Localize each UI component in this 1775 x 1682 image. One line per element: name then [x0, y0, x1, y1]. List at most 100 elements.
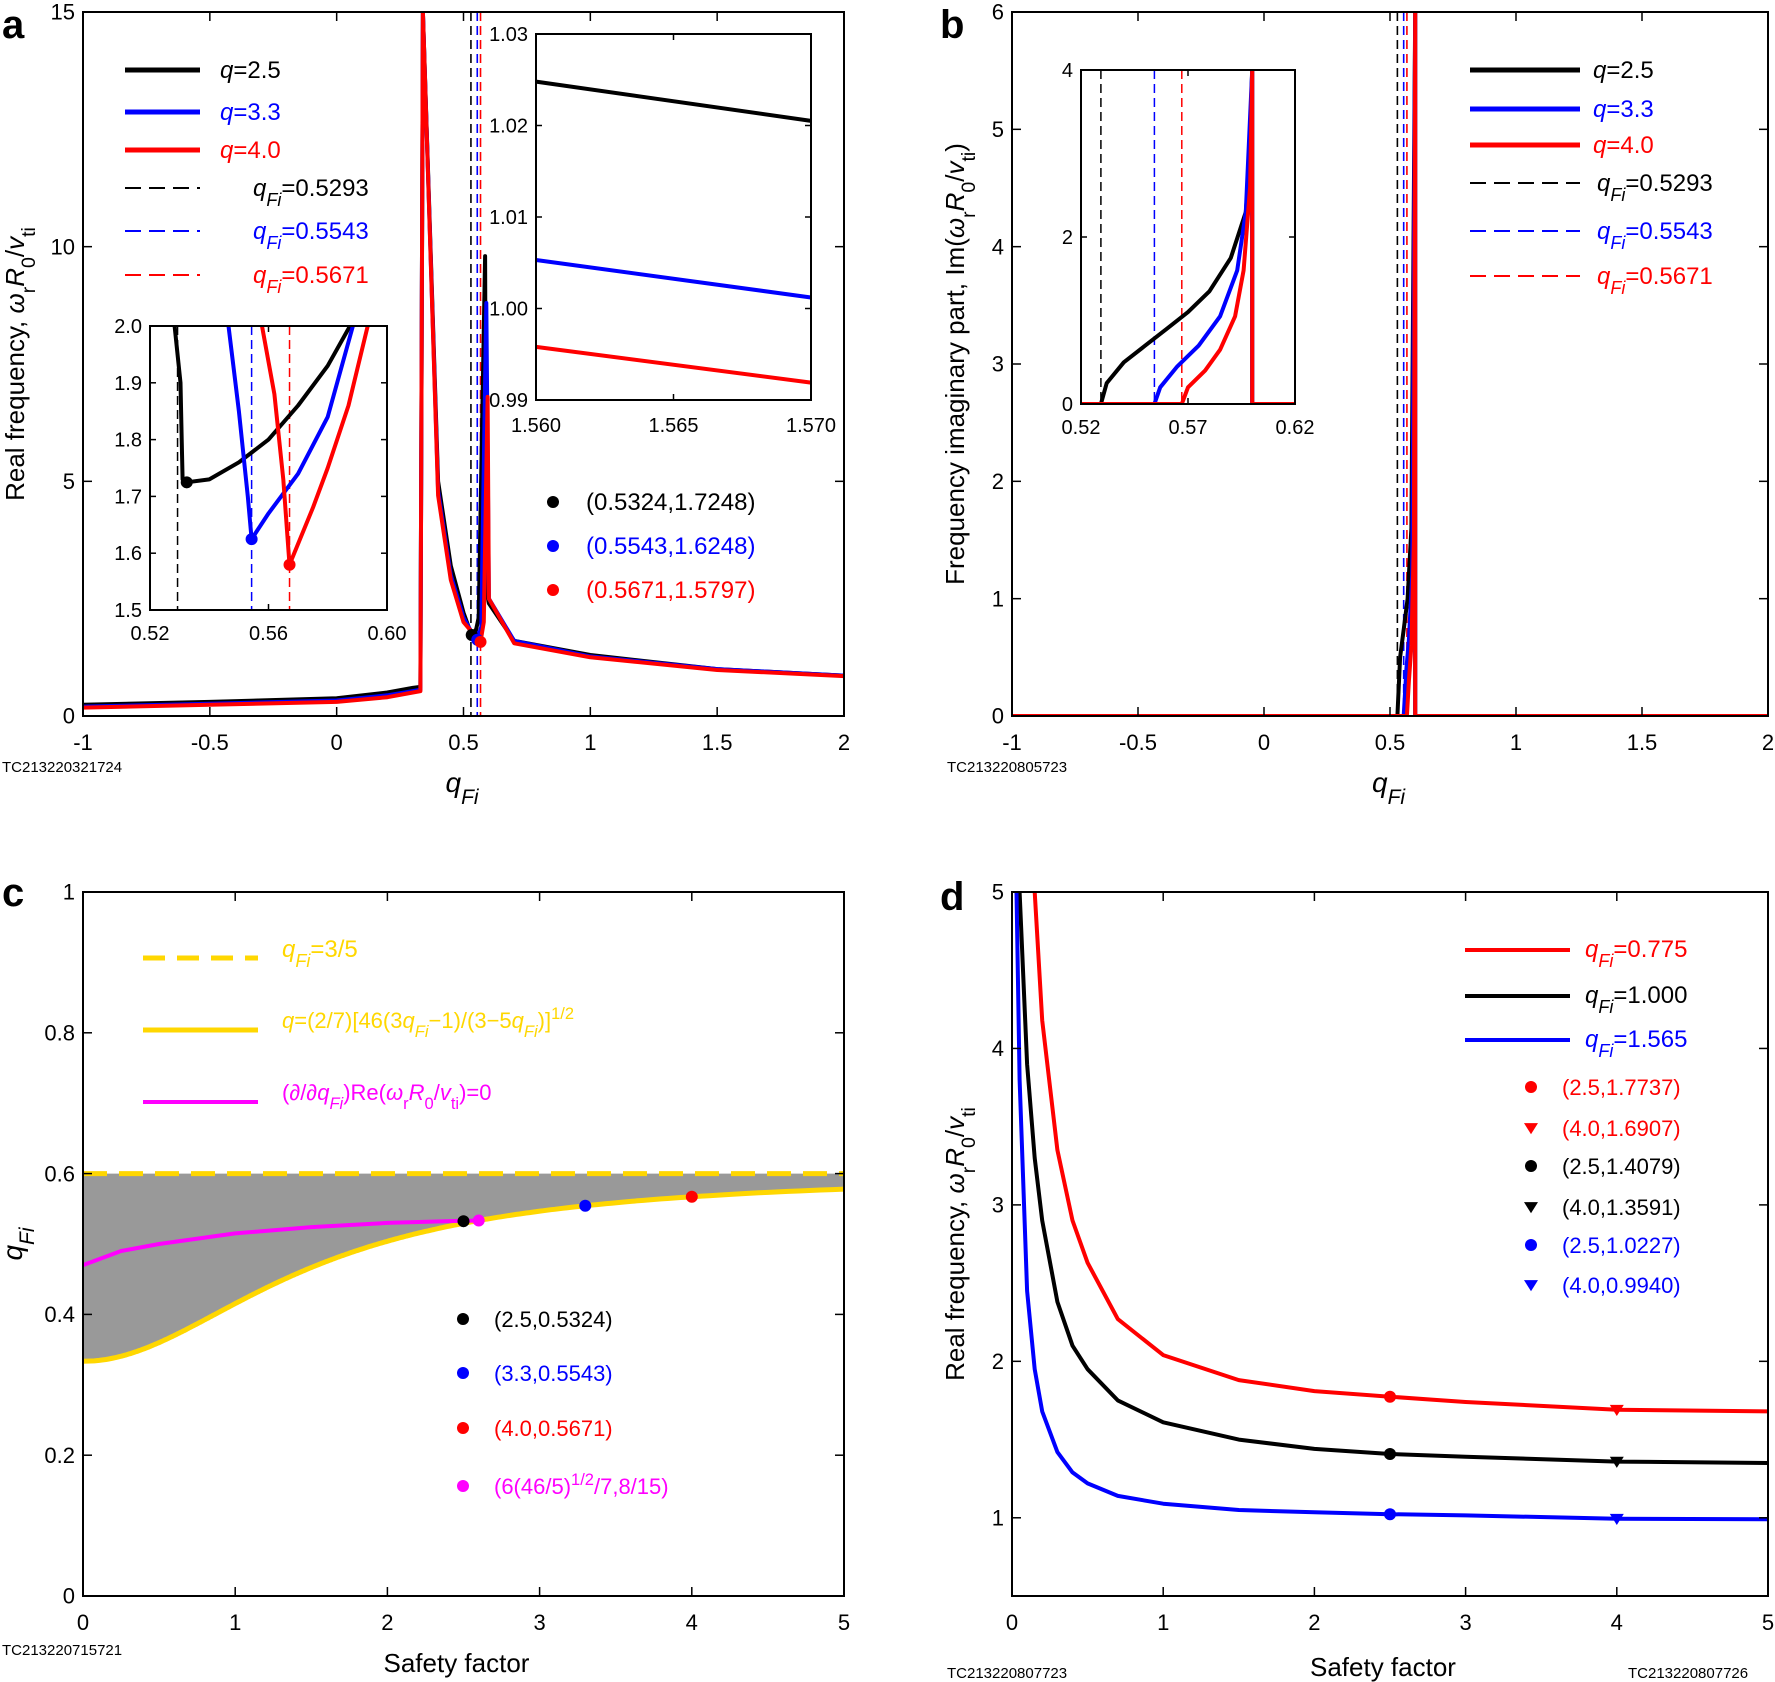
x-tick-label: 4 [686, 1610, 698, 1635]
text-span: / [940, 174, 970, 182]
point-(2.5,1.0227) [1384, 1508, 1396, 1521]
text-span: q [282, 936, 296, 963]
text-span: q [220, 99, 234, 126]
x-tick-label: -0.5 [191, 730, 229, 755]
point-(0.5671,1.5797) [474, 635, 487, 648]
footnote-a: TC213220321724 [2, 759, 122, 776]
text-span: q [220, 57, 234, 84]
text-span: v [940, 1115, 970, 1130]
text-span: 0 [958, 182, 980, 193]
text-span: /7,8/15) [594, 1474, 669, 1499]
legend-text: qFi=0.5671 [253, 262, 369, 297]
x-tick-label: 3 [533, 1610, 545, 1635]
footnote-d: TC213220807723 [947, 1665, 1067, 1682]
x-tick-label: 2 [1308, 1610, 1320, 1635]
y-tick-label: 2 [992, 469, 1004, 494]
legend-text: qFi=0.5543 [1597, 218, 1713, 253]
x-tick-label: 3 [1459, 1610, 1471, 1635]
text-span: q [1593, 132, 1607, 159]
x-tick-label: 2 [838, 730, 850, 755]
x-tick-label: 1 [1510, 730, 1522, 755]
text-span: q [1593, 57, 1607, 84]
x-tick-label: 4 [1611, 1610, 1623, 1635]
text-span: q [282, 1008, 295, 1033]
text-span: Fi [1610, 233, 1626, 253]
text-span: r [958, 1166, 980, 1173]
text-span: ) [940, 143, 970, 152]
y-tick-label: 1.03 [489, 24, 528, 46]
legend-dot [457, 1367, 469, 1379]
point-label: (6(46/5)1/2/7,8/15) [494, 1471, 669, 1499]
text-span: / [0, 249, 30, 257]
ticks: -1 -0.5 0 0.5 1 1.5 2 0 1 2 3 4 5 6 [992, 0, 1774, 755]
inset-bg [1081, 70, 1295, 404]
legend-dot [1525, 1239, 1537, 1251]
y-tick-label: 3 [992, 1193, 1004, 1218]
text-span: q [253, 218, 267, 245]
text-span: Fi [1610, 278, 1626, 298]
x-tick-label: -0.5 [1119, 730, 1157, 755]
text-span: Fi [329, 1095, 344, 1113]
text-span: R [409, 1080, 425, 1105]
text-span: ti [451, 1095, 459, 1113]
legend-text: qFi=3/5 [282, 936, 358, 971]
legend-text: qFi=1.565 [1585, 1026, 1687, 1061]
text-span: ω [0, 293, 30, 313]
text-span: q [1597, 170, 1611, 197]
y-tick-label: 0.6 [44, 1161, 75, 1186]
text-span: =0.5293 [281, 175, 368, 202]
text-span: q [1597, 218, 1611, 245]
x-tick-label: 1.5 [702, 730, 733, 755]
series-qFi=1.000 [1017, 892, 1768, 1465]
x-tick-label: 1 [584, 730, 596, 755]
text-span: r [403, 1095, 409, 1113]
text-span: Fi [524, 1023, 539, 1041]
text-span: 1/2 [551, 1005, 574, 1023]
text-span: ti [958, 1107, 980, 1117]
y-tick-label: 0.99 [489, 390, 528, 412]
inset-point [283, 558, 296, 571]
inset-series [226, 326, 355, 542]
text-span: Fi [415, 1023, 430, 1041]
point-(4.0,0.5671) [685, 1190, 698, 1203]
series-q=4.0 [83, 12, 844, 710]
text-span: =0.775 [1613, 936, 1687, 963]
inset-series [535, 79, 812, 123]
point-label: (4.0,0.9940) [1562, 1273, 1681, 1298]
text-span: Real frequency, [940, 1193, 970, 1380]
x-tick-label: 1 [229, 1610, 241, 1635]
text-span: R [0, 268, 30, 287]
text-span: q [512, 1008, 525, 1033]
inset-series [1081, 70, 1295, 404]
point-(2.5,0.5324) [457, 1215, 470, 1228]
x-tick-label: -1 [1002, 730, 1022, 755]
footnote-c: TC213220715721 [2, 1642, 122, 1659]
y-tick-label: 0.2 [44, 1443, 75, 1468]
x-tick-label: 0 [77, 1610, 89, 1635]
text-span: 1/2 [571, 1471, 594, 1489]
legend-text: qFi=0.775 [1585, 936, 1687, 971]
ticks: 0 1 2 3 4 5 1 2 3 4 5 [992, 880, 1774, 1635]
text-span: ti [18, 227, 40, 237]
legend-text: q=2.5 [1593, 57, 1654, 84]
y-tick-label: 10 [51, 234, 75, 259]
shaded-region [83, 1173, 844, 1362]
x-tick-label: 0.60 [368, 623, 407, 645]
y-tick-label: 1.9 [114, 373, 142, 395]
x-tick-label: 0.52 [131, 623, 170, 645]
x-tick-label: 1.5 [1627, 730, 1658, 755]
text-span: =0.5543 [1625, 218, 1712, 245]
panel-letter-a: a [2, 3, 25, 47]
legend-dot [457, 1480, 469, 1492]
text-span: Frequency imaginary part, Im( [940, 238, 970, 585]
inset-bg [150, 326, 387, 610]
legend-text: qFi=1.000 [1585, 982, 1687, 1017]
y-tick-label: 0.4 [44, 1302, 75, 1327]
point-label: (0.5324,1.7248) [586, 489, 755, 516]
legend-text: q=2.5 [220, 57, 281, 84]
series-qFi=1.565 [1014, 892, 1768, 1522]
text-span: ω [940, 218, 970, 238]
y-tick-label: 5 [992, 117, 1004, 142]
x-tick-label: 5 [1762, 1610, 1774, 1635]
panel-letter-c: c [2, 871, 24, 915]
